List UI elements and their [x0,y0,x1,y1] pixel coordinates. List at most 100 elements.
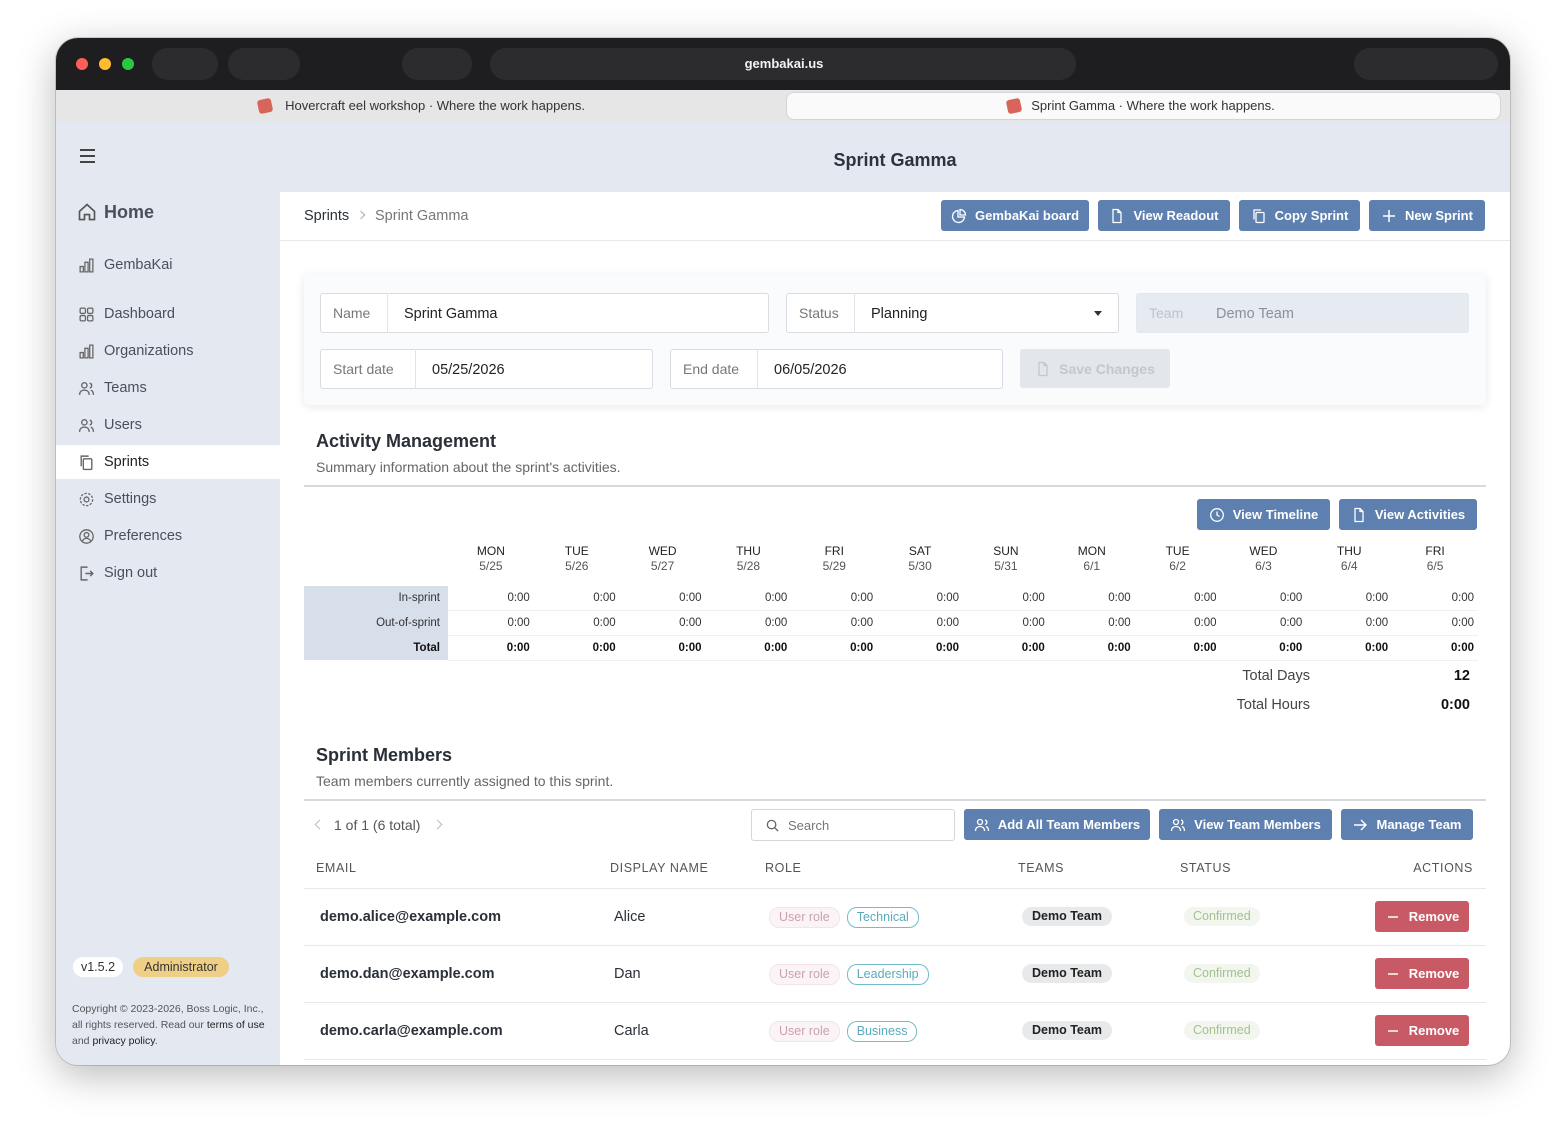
role-pill: Leadership [846,963,929,985]
cell: 0:00 [679,592,702,604]
nav-item[interactable]: Sign out [104,565,158,581]
nav-icon [78,454,95,471]
nav-item[interactable]: Teams [104,380,147,396]
cell: 0:00 [592,642,616,654]
nav-home[interactable]: Home [104,202,155,222]
nav-item[interactable]: Settings [104,491,157,507]
privacy-link[interactable]: privacy policy [92,1035,155,1047]
activity-button[interactable]: View Timeline [1197,499,1330,530]
email: demo.alice@example.com [320,909,501,925]
copyright-text: and [72,1035,90,1047]
window-control[interactable] [122,58,134,70]
nav-item[interactable]: Organizations [104,343,194,359]
button-label: Manage Team [1376,817,1462,832]
divider [304,799,1486,801]
status-pill: Confirmed [1184,907,1260,926]
tab-active[interactable] [786,92,1501,120]
row-label: Out-of-sprint [376,617,440,629]
member-button[interactable]: Add All Team Members [964,809,1150,840]
url: gembakai.us [744,56,824,71]
field-value: 05/25/2026 [432,362,505,378]
button-label: GembaKai board [974,208,1080,223]
window-control[interactable] [99,58,111,70]
row-line [448,610,1478,611]
icon [1387,915,1398,918]
member-button[interactable]: View Team Members [1159,809,1332,840]
day-date: 6/2 [1169,559,1186,573]
day-name: FRI [1425,544,1445,558]
window-control[interactable] [76,58,88,70]
field[interactable] [320,293,769,333]
total-label: Total Hours [1236,697,1310,713]
button-label: Remove [1408,909,1460,924]
sidebar-toggle[interactable] [152,48,218,80]
field[interactable] [670,349,1003,389]
section-title: Activity Management [316,431,497,451]
icon [1354,819,1368,830]
button-label: View Team Members [1194,817,1321,832]
toolbar-buttons[interactable] [1354,48,1498,80]
field-value: Demo Team [1216,306,1294,322]
pager-next[interactable] [432,819,443,830]
cell: 0:00 [850,642,874,654]
nav-buttons[interactable] [228,48,300,80]
display-name: Carla [614,1023,649,1039]
activity-button[interactable]: View Activities [1339,499,1477,530]
save-button: Save Changes [1020,349,1170,388]
role-pill: Business [846,1020,918,1042]
day-name: SAT [908,544,932,558]
cell: 0:00 [1365,617,1389,629]
search-box[interactable]: Search [751,809,955,841]
tab[interactable] [64,92,780,120]
icon [1383,209,1396,222]
status-cell: Confirmed [1184,907,1304,927]
action-button[interactable]: New Sprint [1369,200,1485,231]
row-line [448,635,1478,636]
breadcrumb[interactable]: Sprints [304,208,350,224]
favicon [1005,97,1023,115]
day-name: TUE [564,544,589,558]
nav-item[interactable]: GembaKai [104,257,173,273]
icon [79,529,94,544]
remove-button[interactable]: Remove [1375,1015,1469,1046]
remove-button[interactable]: Remove [1375,901,1469,932]
nav-icon [78,306,95,323]
cell: 0:00 [1107,642,1131,654]
nav-item[interactable]: Users [104,417,142,433]
extensions[interactable] [402,48,472,80]
nav-item[interactable]: Dashboard [104,306,175,322]
cell: 0:00 [1021,642,1045,654]
breadcrumb-sep [356,210,366,220]
day-name: SUN [993,544,1019,558]
cell: 0:00 [593,617,616,629]
column-header: ROLE [765,861,802,875]
action-button[interactable]: View Readout [1098,200,1230,231]
nav-item[interactable]: Preferences [104,528,183,544]
field-sep [415,349,416,389]
nav-icon [78,343,95,360]
role-pill: User role [769,963,840,985]
icon [78,381,95,395]
field-value: Planning [871,306,928,322]
remove-button[interactable]: Remove [1375,958,1469,989]
section-subtitle: Team members currently assigned to this … [316,773,614,789]
nav-item[interactable]: Sprints [104,454,150,470]
pager-prev[interactable] [314,819,325,830]
button-label: View Readout [1133,208,1219,223]
display-name: Dan [614,966,641,982]
day-date: 5/30 [908,559,932,573]
icon [78,203,96,221]
url-bar[interactable] [490,48,1076,80]
field[interactable] [786,293,1119,333]
terms-link[interactable]: terms of use [206,1019,265,1031]
action-button[interactable]: GembaKai board [941,200,1089,231]
icon [766,819,779,832]
action-button[interactable]: Copy Sprint [1239,200,1360,231]
copyright: Copyright © 2023-2026, Boss Logic, Inc.,… [72,1001,272,1051]
field[interactable] [320,349,653,389]
column-header: DISPLAY NAME [610,861,709,875]
member-button[interactable]: Manage Team [1341,809,1473,840]
cell: 0:00 [850,617,874,629]
cell: 0:00 [679,617,702,629]
row-line [304,888,1486,889]
